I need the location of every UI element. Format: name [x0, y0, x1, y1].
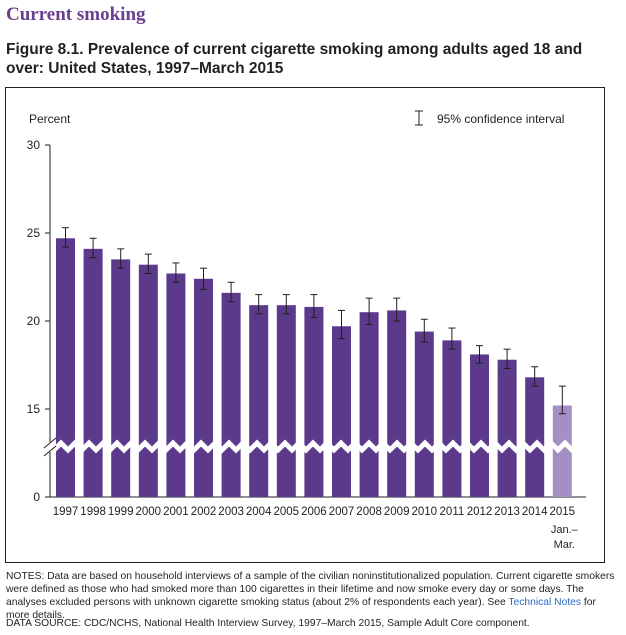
chart-bars — [56, 238, 572, 497]
figure-title: Figure 8.1. Prevalence of current cigare… — [6, 41, 583, 77]
ci-2003 — [227, 281, 235, 303]
chart-legend: 95% confidence interval — [415, 110, 564, 126]
bar-1997 — [56, 238, 75, 497]
ci-2015 — [558, 385, 566, 415]
axis-break-mark — [43, 445, 57, 457]
bar-2010 — [414, 331, 434, 497]
y-tick-label: 20 — [27, 314, 41, 328]
bar-2009 — [387, 310, 407, 497]
ci-2002 — [200, 267, 207, 290]
bar-2004 — [249, 305, 269, 497]
bar-2015 — [552, 405, 572, 497]
axis-break — [38, 437, 602, 457]
x-tick-label-2005: 2005 — [274, 506, 300, 518]
x-tick-label-2007: 2007 — [329, 506, 355, 518]
bar-2000 — [138, 264, 158, 497]
x-tick-sublabel: Jan.– — [551, 524, 579, 536]
axis-break-gap — [49, 442, 52, 452]
ci-2011 — [448, 327, 456, 350]
ci-2004 — [255, 294, 263, 315]
x-tick-label-2014: 2014 — [522, 506, 548, 518]
y-tick-label: 0 — [33, 490, 40, 504]
x-tick-label-2002: 2002 — [191, 506, 217, 518]
ci-2005 — [282, 294, 290, 315]
section-title: Current smoking — [6, 4, 146, 25]
x-tick-labels: 1997 1998 1999 2000 2001 2002 2003 2004 2005 2006… — [53, 506, 579, 551]
y-tick-label: 15 — [27, 402, 41, 416]
bar-1999 — [111, 259, 131, 497]
chart-frame — [5, 87, 605, 563]
ci-2009 — [393, 297, 401, 322]
chart-axes: 0 15 20 25 30 Percent — [27, 112, 586, 504]
bar-2012 — [470, 354, 489, 497]
bar-2008 — [359, 312, 379, 497]
ci-1998 — [89, 237, 97, 259]
x-tick-label-2013: 2013 — [494, 506, 520, 518]
x-tick-label-2003: 2003 — [218, 506, 244, 518]
bar-2011 — [442, 340, 462, 497]
technical-notes-link[interactable]: Technical Notes — [508, 597, 582, 608]
bar-2007 — [332, 326, 351, 497]
x-tick-label-1998: 1998 — [80, 506, 106, 518]
bar-2014 — [525, 377, 545, 497]
ci-1999 — [117, 248, 125, 269]
x-tick-sublabel: Mar. — [554, 539, 575, 551]
ci-2012 — [476, 345, 483, 364]
data-source: DATA SOURCE: CDC/NCHS, National Health I… — [6, 618, 530, 629]
chart-notes: NOTES: Data are based on household inter… — [6, 570, 620, 622]
bar-2002 — [194, 278, 213, 497]
legend-label: 95% confidence interval — [437, 112, 564, 126]
ci-2001 — [172, 262, 180, 283]
y-tick-label: 25 — [27, 226, 41, 240]
bar-2013 — [497, 359, 517, 497]
ci-2013 — [503, 348, 511, 370]
x-tick-label-1997: 1997 — [53, 506, 79, 518]
bar-2003 — [221, 292, 241, 497]
notes-text-after: for more details. — [6, 597, 596, 621]
ci-2000 — [144, 253, 152, 274]
y-axis-label: Percent — [29, 112, 71, 126]
ci-2010 — [420, 318, 428, 343]
x-tick-label-2011: 2011 — [440, 506, 465, 518]
axis-break-mark — [43, 437, 57, 449]
chart-error-bars — [62, 227, 566, 415]
x-tick-label-2009: 2009 — [384, 506, 410, 518]
x-tick-label-2012: 2012 — [467, 506, 493, 518]
x-tick-label-2010: 2010 — [412, 506, 438, 518]
x-tick-label-2015: 2015 — [550, 506, 576, 518]
ci-2008 — [365, 297, 373, 326]
x-tick-label-2008: 2008 — [356, 506, 382, 518]
ci-2014 — [531, 366, 539, 387]
x-tick-label-1999: 1999 — [108, 506, 134, 518]
x-tick-label-2006: 2006 — [301, 506, 327, 518]
ci-1997 — [62, 227, 69, 248]
axis-break-band — [38, 439, 602, 454]
ci-2006 — [310, 294, 318, 318]
bar-1998 — [83, 248, 103, 497]
x-tick-label-2004: 2004 — [246, 506, 272, 518]
y-tick-label: 30 — [27, 138, 41, 152]
ci-2007 — [338, 309, 345, 340]
bar-2001 — [166, 273, 186, 497]
bar-2006 — [304, 306, 324, 497]
bar-2005 — [276, 305, 296, 497]
notes-text: NOTES: Data are based on household inter… — [6, 571, 615, 608]
x-tick-label-2000: 2000 — [136, 506, 162, 518]
x-tick-label-2001: 2001 — [163, 506, 189, 518]
